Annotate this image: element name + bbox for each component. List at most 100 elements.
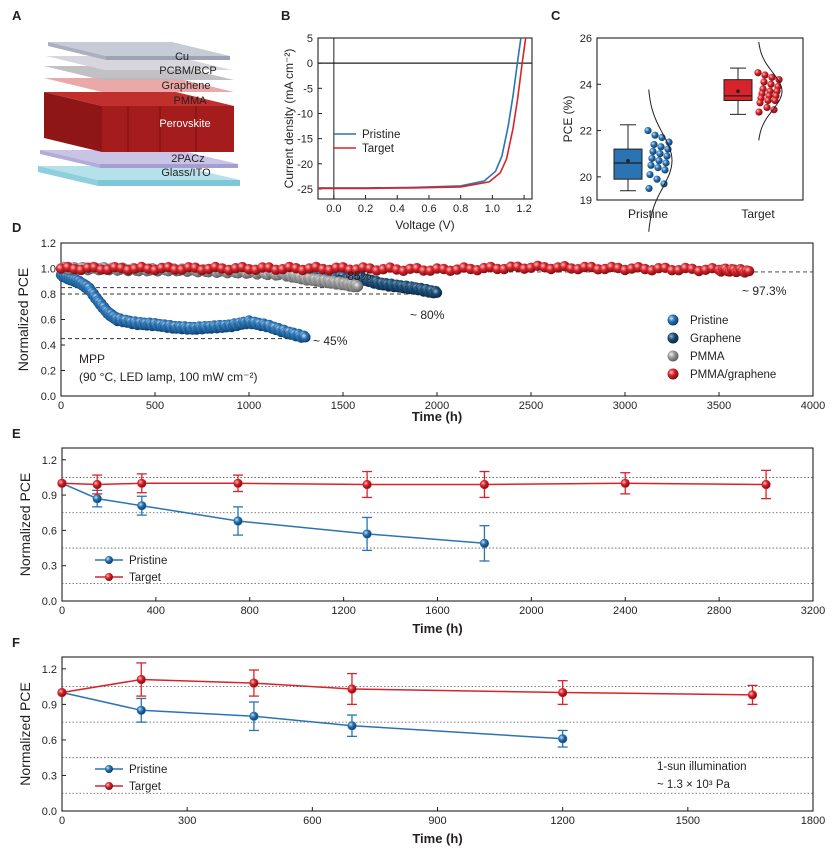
y-tick-label: -25 <box>297 184 313 196</box>
x-tick-label: 1.2 <box>516 203 531 215</box>
legend-marker <box>105 782 113 790</box>
y-tick-label: 20 <box>580 172 592 184</box>
x-tick-label: 1.0 <box>485 203 500 215</box>
legend-label: Target <box>129 781 162 793</box>
x-tick-label: 2000 <box>425 400 449 412</box>
x-tick-label: 1200 <box>331 605 355 617</box>
legend-label: Pristine <box>690 315 728 327</box>
pce-point <box>756 99 764 107</box>
y-tick-label: 0.0 <box>41 391 56 403</box>
y-tick-label: 0.2 <box>41 366 56 378</box>
y-tick-label: 5 <box>307 33 313 45</box>
layer-label-pcbm-bcp: PCBM/BCP <box>159 65 216 77</box>
legend-marker <box>105 765 113 773</box>
panel-label-d: D <box>12 220 21 235</box>
pce-point <box>661 166 669 174</box>
plot-frame <box>596 37 804 201</box>
y-tick-label: 0 <box>307 58 313 70</box>
y-tick-label: 0.6 <box>42 525 57 537</box>
x-tick-label: 2500 <box>519 400 543 412</box>
series-line-target <box>61 482 767 486</box>
y-tick-label: 0.0 <box>42 806 57 818</box>
data-marker-target <box>620 478 630 488</box>
legend-label: Pristine <box>129 764 167 776</box>
data-marker-target <box>137 478 147 488</box>
legend-label: Target <box>129 572 162 584</box>
x-tick-label: 0 <box>58 400 64 412</box>
x-tick-label: 3200 <box>801 605 825 617</box>
x-tick-label: 0.8 <box>453 203 468 215</box>
pce-point <box>644 126 652 135</box>
x-tick-label: 2400 <box>613 605 637 617</box>
box-pristine <box>613 148 643 180</box>
plot-frame <box>61 447 814 602</box>
legend-label: Target <box>362 143 395 155</box>
y-tick-label: -15 <box>297 134 313 146</box>
category-label: Target <box>741 207 775 221</box>
jv-chart: 0.0 0.2 0.4 0.6 0.8 1.0 1.2 5 0 -5 -10 -15 -20 -25 Pri… <box>282 33 533 232</box>
panel-label-a: A <box>12 8 22 23</box>
y-tick-label: 1.2 <box>42 455 57 467</box>
y-axis-label: Normalized PCE <box>17 473 33 576</box>
x-axis-label: Time (h) <box>412 409 462 424</box>
data-marker-target <box>57 687 67 698</box>
x-tick-label: 0.0 <box>326 203 341 215</box>
condition-annotation-line2: ~ 1.3 × 10³ Pa <box>657 779 730 791</box>
series-line-target <box>61 678 753 696</box>
device-stack-illustration <box>38 42 240 186</box>
retention-label-pmma: ~ 85% <box>337 269 372 283</box>
y-tick-label: 0.6 <box>42 735 57 747</box>
data-marker-target <box>479 479 490 490</box>
x-tick-label: 2800 <box>707 605 731 617</box>
pce-point <box>755 108 763 116</box>
y-axis-label: PCE (%) <box>561 96 575 143</box>
legend-marker <box>667 314 679 326</box>
pce-point <box>655 157 663 165</box>
x-tick-label: 0.4 <box>390 203 405 215</box>
legend-label: PMMA/graphene <box>690 369 776 381</box>
condition-annotation-line1: MPP <box>79 352 105 366</box>
distribution-curve <box>758 41 783 141</box>
data-marker-target <box>92 479 102 490</box>
legend-label: Pristine <box>362 129 400 141</box>
data-marker-pristine <box>362 529 372 539</box>
pce-point <box>771 96 779 105</box>
x-tick-label: 0 <box>59 815 65 827</box>
y-axis-label: Current density (mA cm⁻²) <box>282 49 296 189</box>
y-tick-label: 19 <box>580 195 592 207</box>
pce-boxplot: 19 20 22 24 26 Pristine Target PCE (%) <box>561 33 804 232</box>
data-marker-target <box>558 687 568 698</box>
pce-point <box>650 140 658 149</box>
plot-frame <box>317 37 533 200</box>
y-tick-label: 0.0 <box>42 596 57 608</box>
x-axis-label: Voltage (V) <box>395 218 454 232</box>
jv-curve-pristine <box>318 37 522 189</box>
legend-marker <box>667 332 679 344</box>
retention-label-pristine: ~ 45% <box>313 334 348 348</box>
data-marker-target <box>136 674 146 685</box>
series-line-pristine <box>61 482 485 545</box>
legend-marker <box>105 556 113 564</box>
y-tick-label: 0.8 <box>41 289 56 301</box>
y-tick-label: 22 <box>580 126 592 138</box>
mpp-stability-chart: 0 500 1000 1500 2000 2500 3000 3500 4000 0.0 0.2 0.… <box>15 238 825 424</box>
data-marker-pmma-graphene <box>743 265 755 277</box>
pce-point <box>656 150 664 158</box>
pce-point <box>646 170 654 179</box>
x-tick-label: 800 <box>241 605 259 617</box>
y-tick-label: 1.0 <box>41 264 56 276</box>
data-marker-pristine <box>249 711 259 721</box>
pce-point <box>648 154 656 162</box>
data-marker-target <box>347 684 357 694</box>
x-tick-label: 1600 <box>425 605 449 617</box>
pce-point <box>665 138 673 146</box>
x-tick-label: 1000 <box>237 400 261 412</box>
x-axis-label: Time (h) <box>412 831 462 846</box>
y-tick-label: 0.6 <box>41 315 56 327</box>
category-label: Pristine <box>628 207 668 221</box>
pce-point <box>764 96 772 105</box>
data-marker-target <box>57 478 67 488</box>
x-tick-label: 900 <box>428 815 446 827</box>
data-marker-pristine <box>136 705 146 715</box>
x-axis-label: Time (h) <box>412 621 462 636</box>
